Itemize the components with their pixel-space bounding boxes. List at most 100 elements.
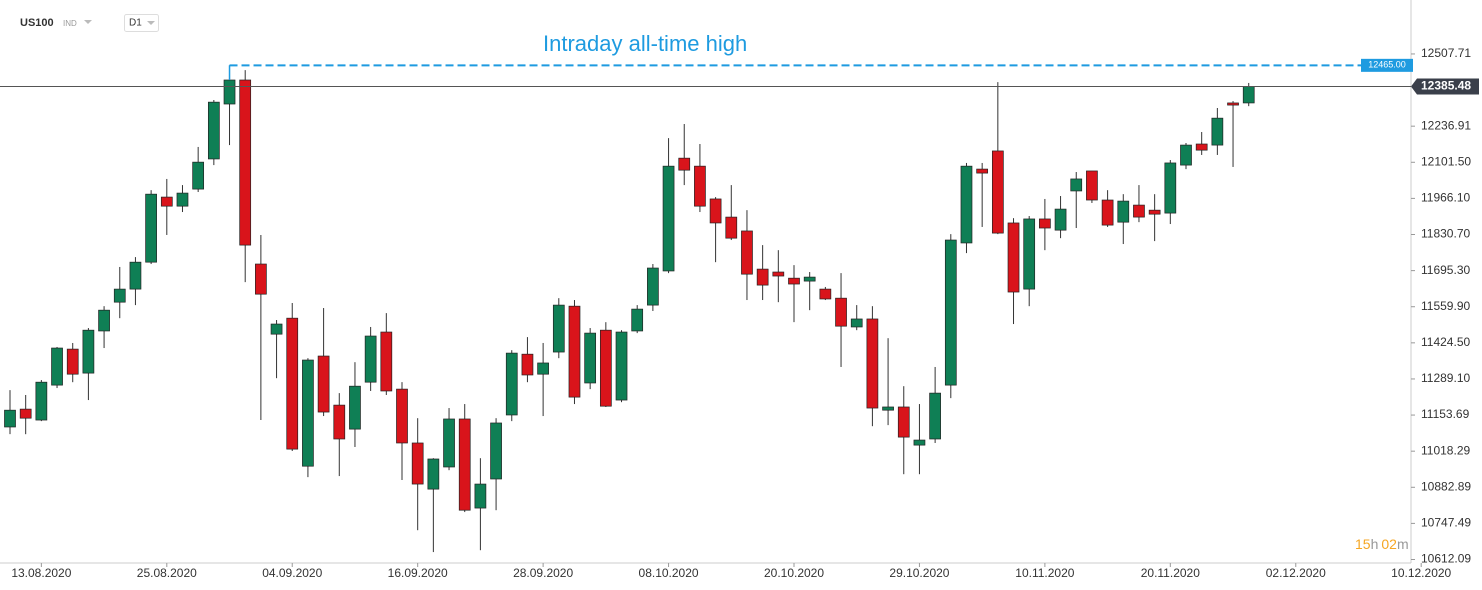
y-tick-label: 11018.29 xyxy=(1421,443,1470,457)
timeframe[interactable]: D1 xyxy=(129,18,142,29)
candle-body xyxy=(1180,144,1192,166)
y-tick-label: 11424.50 xyxy=(1421,335,1470,349)
y-tick-label: 11153.69 xyxy=(1421,407,1470,421)
candle-body xyxy=(756,268,769,286)
candle-body xyxy=(286,317,299,450)
symbol: US100 xyxy=(20,17,54,29)
candle-body xyxy=(458,418,471,511)
x-tick-label: 16.09.2020 xyxy=(388,566,448,580)
x-tick-label: 20.11.2020 xyxy=(1141,566,1200,580)
candle-body xyxy=(239,79,252,246)
y-tick-label: 11695.30 xyxy=(1421,263,1470,277)
candle-body xyxy=(1242,86,1255,104)
candle-body xyxy=(1039,218,1051,229)
candle-body xyxy=(1007,222,1020,293)
y-tick-label: 12507.71 xyxy=(1421,46,1471,60)
candle-body xyxy=(1023,218,1036,290)
candle-body xyxy=(1101,199,1114,226)
candle-body xyxy=(51,347,63,386)
candle-body xyxy=(427,458,440,490)
candle-body xyxy=(929,392,941,440)
candle-body xyxy=(176,192,189,207)
y-tick-label: 12236.91 xyxy=(1421,118,1471,132)
candle-body xyxy=(129,261,142,290)
candle-body xyxy=(913,439,926,446)
y-tick-label: 11559.90 xyxy=(1421,299,1470,313)
candle-body xyxy=(788,277,800,285)
candle-body xyxy=(1117,200,1130,223)
y-tick-label: 11289.10 xyxy=(1421,371,1470,385)
candle-body xyxy=(1086,170,1098,201)
high-level-label: 12465.00 xyxy=(1368,60,1406,70)
x-tick-label: 13.08.2020 xyxy=(11,566,71,580)
dropdown-arrow[interactable] xyxy=(84,20,92,24)
candle-body xyxy=(960,165,973,244)
candle-body xyxy=(411,442,424,485)
candle-body xyxy=(1070,178,1083,192)
x-tick-label: 10.12.2020 xyxy=(1391,566,1451,580)
candle-body xyxy=(19,408,32,419)
candle-body xyxy=(505,352,518,416)
candle-body xyxy=(302,359,314,467)
candle-body xyxy=(66,348,79,375)
candle-body xyxy=(991,150,1004,234)
candle-body xyxy=(1227,102,1239,106)
x-tick-label: 02.12.2020 xyxy=(1266,566,1326,580)
candle-body xyxy=(333,404,346,440)
last-price-label: 12385.48 xyxy=(1421,79,1471,93)
y-tick-label: 12101.50 xyxy=(1421,154,1471,168)
candle-body xyxy=(772,271,785,277)
candle-body xyxy=(1211,117,1224,146)
candle-body xyxy=(145,193,157,263)
dropdown-arrow[interactable] xyxy=(147,21,155,25)
y-tick-label: 10747.49 xyxy=(1421,516,1471,530)
x-tick-label: 04.09.2020 xyxy=(262,566,322,580)
candle-body xyxy=(192,161,205,190)
candle-body xyxy=(678,157,691,171)
chart-title: Intraday all-time high xyxy=(543,31,747,56)
x-tick-label: 25.08.2020 xyxy=(137,566,197,580)
y-tick-label: 10882.89 xyxy=(1421,479,1471,493)
candle-body xyxy=(4,409,16,428)
x-tick-label: 29.10.2020 xyxy=(889,566,949,580)
candle-body xyxy=(1133,204,1145,218)
candle-body xyxy=(741,230,753,275)
y-tick-label: 10612.09 xyxy=(1421,552,1471,566)
candle-body xyxy=(803,276,816,282)
candle-body xyxy=(98,309,110,332)
candle-body xyxy=(897,406,910,438)
y-tick-label: 11830.70 xyxy=(1421,227,1470,241)
candle-body xyxy=(443,418,455,468)
candle-body xyxy=(694,165,706,207)
candle-body xyxy=(160,196,173,207)
timeframe-box[interactable] xyxy=(124,14,159,32)
last-price-box xyxy=(1411,78,1479,95)
instrument-type: IND xyxy=(63,19,77,28)
candle-body xyxy=(850,318,863,328)
candle-body xyxy=(819,288,832,300)
x-tick-label: 10.11.2020 xyxy=(1015,566,1074,580)
candle-body xyxy=(944,239,957,386)
candle-body xyxy=(474,483,487,509)
candle-body xyxy=(882,406,894,411)
candle-body xyxy=(82,329,95,374)
candle-body xyxy=(223,79,236,105)
candle-body xyxy=(976,168,989,174)
candle-body xyxy=(1054,208,1067,231)
x-tick-label: 28.09.2020 xyxy=(513,566,573,580)
candle-body xyxy=(584,332,597,384)
candle-body xyxy=(270,323,283,335)
candle-body xyxy=(1164,162,1177,214)
candle-body xyxy=(396,388,408,444)
candle-body xyxy=(1148,209,1161,215)
candle-body xyxy=(1195,143,1208,151)
candle-body xyxy=(725,216,738,239)
candle-body xyxy=(599,329,612,407)
candle-body xyxy=(647,267,659,306)
x-tick-label: 08.10.2020 xyxy=(639,566,699,580)
candle-body xyxy=(380,331,393,392)
candle-body xyxy=(317,355,330,413)
candle-body xyxy=(866,318,879,409)
candle-body xyxy=(615,331,628,401)
